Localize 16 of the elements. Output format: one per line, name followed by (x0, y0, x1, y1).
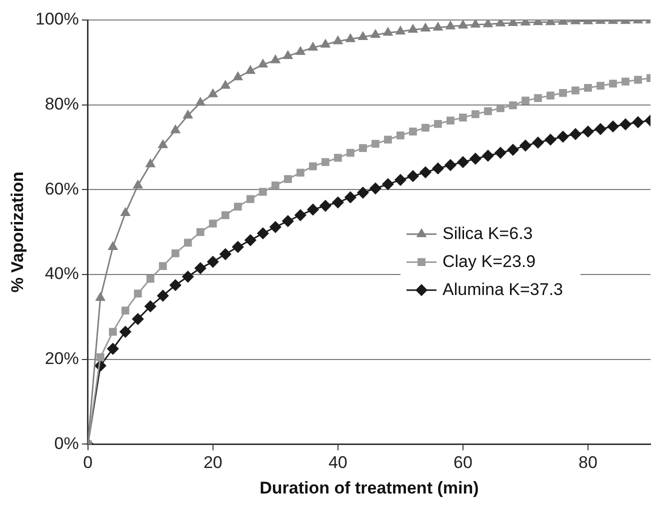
y-tick-label: 0% (54, 434, 79, 453)
x-tick-label: 40 (328, 453, 348, 472)
y-axis-title: % Vaporization (8, 172, 27, 293)
legend-label: Silica K=6.3 (442, 224, 533, 243)
x-tick-label: 80 (578, 453, 598, 472)
y-tick-label: 80% (44, 94, 79, 114)
y-tick-label: 20% (44, 349, 79, 368)
y-tick-label: 60% (44, 179, 79, 198)
y-tick-label: 40% (44, 264, 79, 284)
legend-label: Alumina K=37.3 (442, 280, 563, 299)
x-tick-label: 60 (454, 453, 472, 472)
x-tick-label: 0 (83, 453, 93, 472)
x-axis-title: Duration of treatment (min) (260, 478, 479, 498)
y-tick-label: 100% (35, 10, 79, 29)
legend-label: Clay K=23.9 (442, 252, 536, 271)
x-tick-label: 20 (203, 453, 222, 472)
